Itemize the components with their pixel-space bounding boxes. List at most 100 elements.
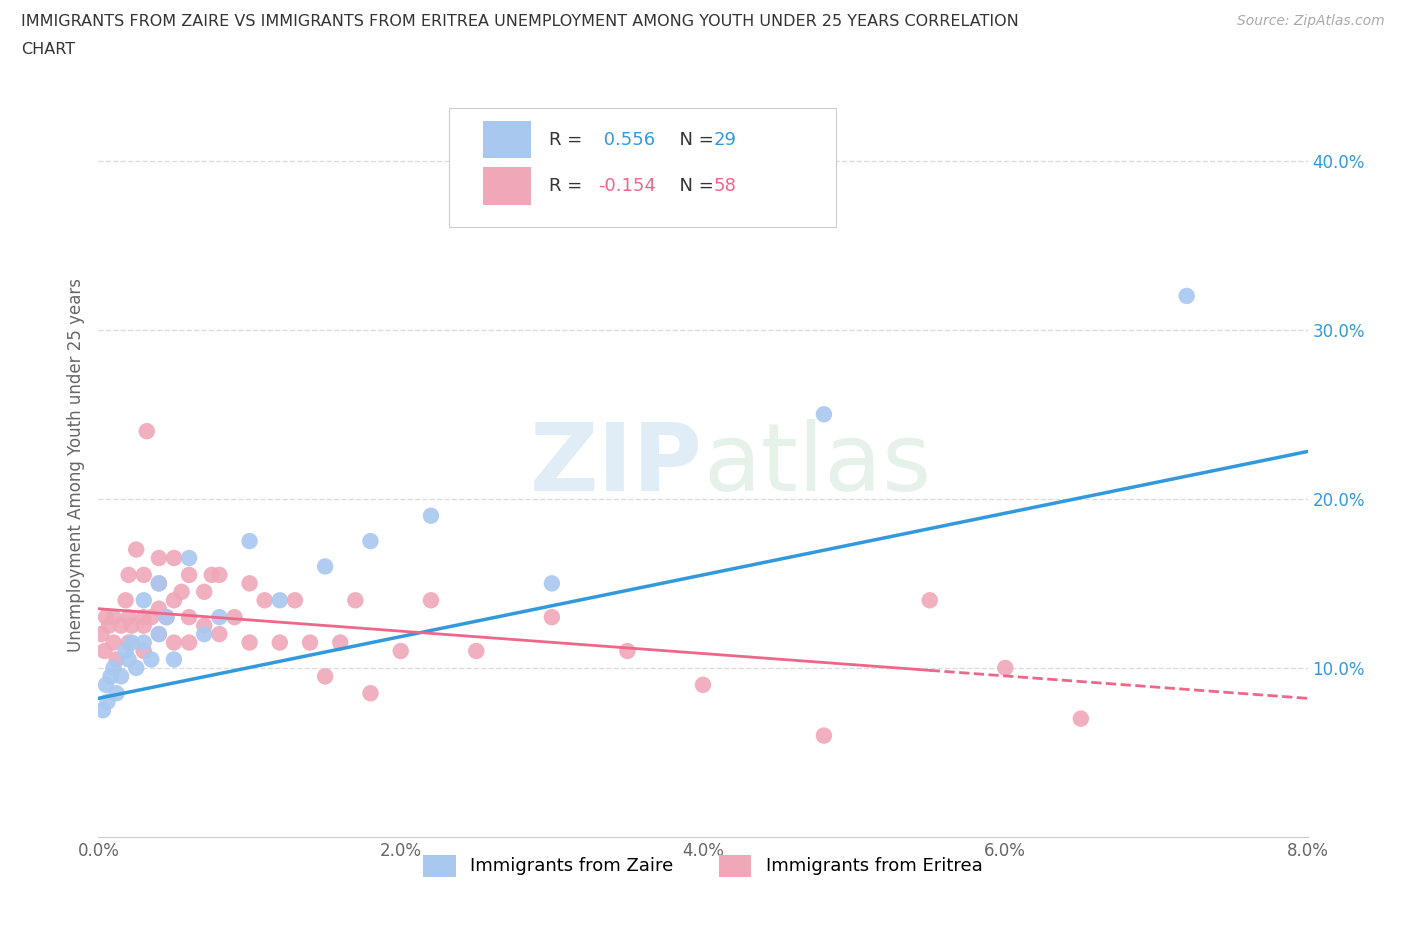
Point [105,685,128,700]
Point [135,424,157,439]
Point [1070,711,1092,726]
Point [269,635,291,650]
Point [148,627,170,642]
Point [918,592,941,607]
Point [110,618,132,633]
Point [269,592,291,607]
Point [114,592,136,607]
Point [208,627,231,642]
Y-axis label: Unemployment Among Youth under 25 years: Unemployment Among Youth under 25 years [66,278,84,652]
Point [329,635,352,650]
Point [125,542,148,557]
Point [132,644,155,658]
Point [314,669,336,684]
Point [179,635,201,650]
Point [110,669,132,684]
Point [163,652,186,667]
Point [360,534,382,549]
Text: N =: N = [668,177,720,195]
Point [692,677,714,692]
Text: IMMIGRANTS FROM ZAIRE VS IMMIGRANTS FROM ERITREA UNEMPLOYMENT AMONG YOUTH UNDER : IMMIGRANTS FROM ZAIRE VS IMMIGRANTS FROM… [21,14,1019,29]
Point [148,551,170,565]
Point [132,567,155,582]
Point [103,660,125,675]
Text: CHART: CHART [21,42,75,57]
Point [208,567,231,582]
Point [105,652,128,667]
Point [314,559,336,574]
Point [239,635,262,650]
Point [239,534,262,549]
Point [193,618,215,633]
Point [813,728,835,743]
Text: N =: N = [668,131,720,149]
Point [93,644,115,658]
Point [100,669,122,684]
Text: atlas: atlas [703,419,931,511]
Point [284,592,307,607]
Point [360,685,382,700]
Point [201,567,224,582]
Point [155,610,177,625]
Point [98,618,121,633]
Point [163,551,186,565]
Point [132,610,155,625]
Point [193,584,215,599]
Point [179,551,201,565]
Text: 29: 29 [714,131,737,149]
Point [141,652,163,667]
Point [96,695,118,710]
Point [299,635,322,650]
Point [118,635,141,650]
Point [148,602,170,617]
Text: 0.556: 0.556 [598,131,655,149]
Point [465,644,488,658]
Point [344,592,367,607]
FancyBboxPatch shape [449,108,837,227]
Point [132,592,155,607]
Point [132,635,155,650]
Point [224,610,246,625]
Point [91,703,114,718]
Point [148,576,170,591]
Point [239,576,262,591]
Point [118,652,141,667]
Point [141,610,163,625]
Legend: Immigrants from Zaire, Immigrants from Eritrea: Immigrants from Zaire, Immigrants from E… [416,847,990,884]
Point [125,660,148,675]
Point [103,635,125,650]
Text: 58: 58 [714,177,737,195]
Point [994,660,1017,675]
Point [121,618,143,633]
Point [132,618,155,633]
Point [114,644,136,658]
FancyBboxPatch shape [482,121,531,158]
Point [420,592,443,607]
Point [208,610,231,625]
Point [94,677,117,692]
Point [540,576,562,591]
Point [540,610,562,625]
Point [179,610,201,625]
Point [155,610,177,625]
Point [616,644,638,658]
Point [148,576,170,591]
Point [103,610,125,625]
Text: R =: R = [550,177,589,195]
Point [813,406,835,421]
Point [163,592,186,607]
Point [170,584,193,599]
Text: ZIP: ZIP [530,419,703,511]
Point [121,635,143,650]
Point [163,635,186,650]
Point [118,567,141,582]
Point [420,509,443,524]
Point [94,610,117,625]
FancyBboxPatch shape [482,167,531,205]
Point [90,627,112,642]
Point [1175,288,1198,303]
Point [389,644,412,658]
Text: -0.154: -0.154 [598,177,655,195]
Text: R =: R = [550,131,589,149]
Point [253,592,276,607]
